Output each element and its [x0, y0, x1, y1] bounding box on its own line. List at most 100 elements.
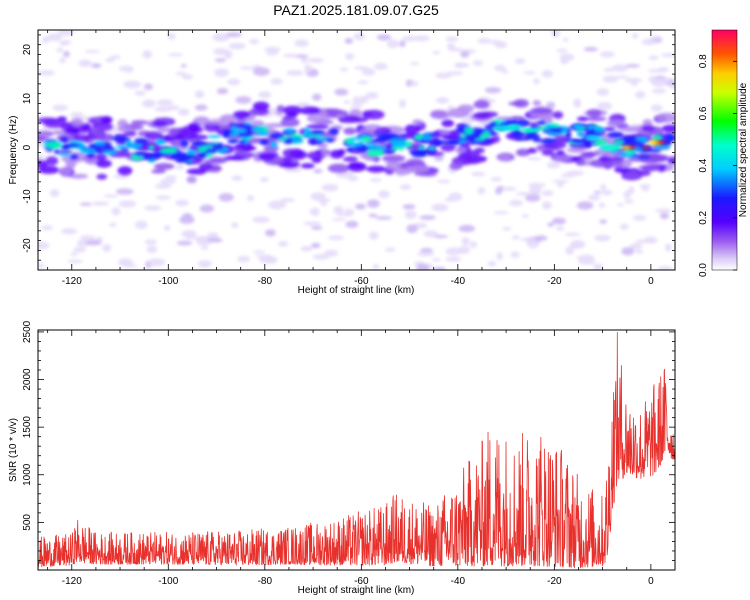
band-blob	[362, 109, 385, 120]
band-blob	[45, 156, 59, 166]
ridge-blob	[180, 139, 189, 147]
noise-blob	[344, 37, 354, 45]
band-blob	[64, 127, 80, 135]
band-blob	[203, 122, 221, 133]
spectrogram-x-axis-label: Height of straight line (km)	[298, 285, 415, 296]
noise-blob	[599, 51, 615, 58]
ridge-blob	[329, 128, 339, 134]
band-blob	[211, 164, 221, 172]
ridge-blob	[155, 138, 166, 145]
band-blob	[343, 127, 357, 135]
noise-blob	[154, 106, 172, 112]
x-tick-label: -40	[451, 576, 466, 587]
noise-blob	[496, 186, 505, 190]
band-blob	[508, 101, 525, 106]
ridge-blob	[626, 150, 634, 156]
noise-blob	[432, 258, 441, 262]
band-blob	[342, 156, 358, 162]
band-blob	[464, 158, 481, 165]
band-blob	[300, 106, 321, 116]
spectrogram-y-ticks: -20 -10 0 10 20	[22, 34, 675, 271]
ridge-blob	[142, 153, 157, 160]
snr-frame	[37, 329, 676, 571]
noise-blob	[659, 212, 669, 220]
noise-blob	[213, 48, 230, 56]
noise-blob	[632, 214, 647, 221]
noise-blob	[571, 239, 586, 249]
noise-blob	[214, 68, 229, 77]
noise-blob	[212, 33, 230, 42]
noise-blob	[105, 57, 115, 63]
noise-blob	[49, 189, 60, 198]
noise-blob	[109, 222, 117, 228]
band-blob	[186, 168, 207, 175]
noise-blob	[435, 72, 452, 79]
noise-blob	[79, 235, 96, 240]
noise-blob	[445, 247, 463, 256]
noise-blob	[631, 33, 639, 39]
noise-blob	[472, 60, 484, 67]
noise-blob	[378, 190, 390, 199]
noise-blob	[176, 240, 193, 246]
ridge-blob	[455, 128, 467, 133]
noise-blob	[270, 78, 283, 85]
band-blob	[472, 111, 491, 120]
band-blob	[448, 108, 470, 118]
noise-blob	[159, 178, 176, 185]
noise-blob	[144, 205, 162, 211]
spectrogram-noise	[38, 30, 675, 270]
band-blob	[71, 117, 84, 127]
band-blob	[100, 115, 113, 124]
noise-blob	[339, 67, 349, 72]
noise-blob	[512, 235, 520, 240]
noise-blob	[615, 75, 630, 79]
noise-blob	[624, 199, 634, 204]
noise-blob	[642, 187, 649, 192]
band-blob	[440, 143, 456, 152]
band-blob	[404, 124, 421, 135]
x-tick-label: -20	[547, 276, 562, 287]
noise-blob	[369, 178, 382, 182]
noise-blob	[345, 220, 359, 228]
noise-blob	[526, 157, 542, 161]
ridge-blob	[58, 152, 71, 156]
noise-blob	[309, 209, 317, 215]
noise-blob	[458, 224, 476, 233]
band-blob	[541, 150, 554, 156]
colorbar-frame	[711, 29, 738, 271]
noise-blob	[494, 64, 506, 72]
noise-blob	[629, 243, 643, 251]
noise-blob	[134, 220, 148, 230]
snr-x-ticks: -120 -100 -80 -60 -40 -20 0	[47, 330, 676, 587]
noise-blob	[180, 64, 187, 68]
band-blob	[408, 165, 430, 173]
band-blob	[68, 173, 89, 179]
band-blob	[641, 124, 655, 132]
noise-blob	[38, 142, 44, 148]
band-blob	[336, 113, 346, 118]
band-blob	[151, 169, 166, 174]
band-blob	[363, 124, 381, 129]
noise-blob	[307, 57, 324, 63]
band-blob	[58, 166, 73, 176]
noise-blob	[533, 78, 540, 85]
ridge-blob	[270, 133, 285, 139]
noise-blob	[436, 97, 449, 104]
noise-blob	[118, 200, 137, 208]
x-tick-label: -100	[158, 276, 178, 287]
noise-blob	[417, 251, 435, 257]
band-blob	[208, 119, 224, 125]
ridge-blob	[303, 127, 311, 135]
y-tick-label: 10	[22, 93, 33, 105]
band-blob	[321, 149, 330, 157]
noise-blob	[510, 251, 520, 258]
snr-x-axis-label: Height of straight line (km)	[298, 585, 415, 596]
peak-blob	[520, 127, 541, 133]
noise-blob	[143, 83, 154, 91]
ridge-blob	[634, 154, 651, 159]
noise-blob	[651, 78, 667, 87]
ridge-blob	[120, 148, 129, 153]
colorbar-tick-label: 0.6	[698, 106, 709, 120]
ridge-blob	[565, 131, 572, 139]
